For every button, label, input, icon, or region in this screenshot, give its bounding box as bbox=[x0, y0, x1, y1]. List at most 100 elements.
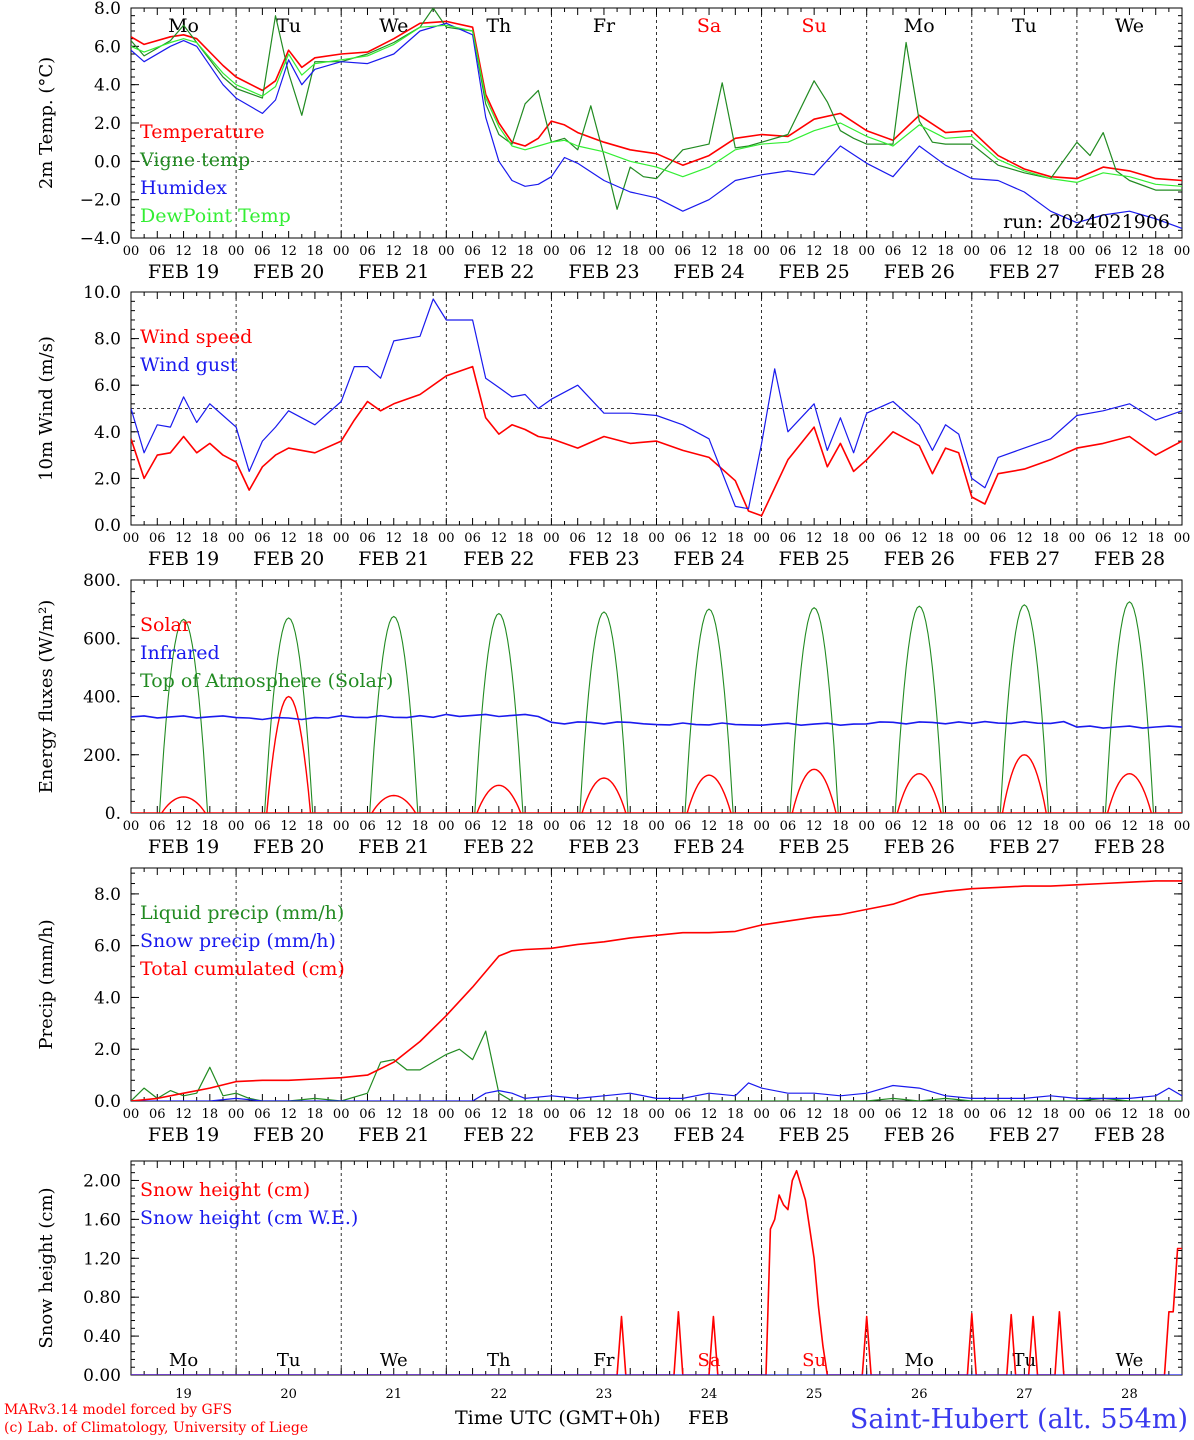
footer-month: FEB bbox=[688, 1407, 729, 1429]
y-axis-label: Snow height (cm) bbox=[36, 1187, 57, 1348]
x-hour-label: 18 bbox=[727, 244, 744, 259]
toa-solar-day bbox=[1104, 601, 1155, 813]
x-hour-label: 18 bbox=[1042, 819, 1059, 834]
x-hour-label: 12 bbox=[911, 1107, 928, 1122]
x-hour-label: 18 bbox=[517, 819, 534, 834]
x-hour-label: 12 bbox=[491, 244, 508, 259]
series-line-1 bbox=[131, 1169, 1182, 1375]
x-hour-label: 06 bbox=[464, 244, 481, 259]
y-tick-label: 800. bbox=[83, 571, 121, 591]
y-axis-label: Energy fluxes (W/m²) bbox=[36, 600, 57, 794]
x-hour-label: 06 bbox=[780, 244, 797, 259]
toa-solar-day bbox=[789, 606, 839, 813]
x-hour-label: 18 bbox=[832, 819, 849, 834]
legend-entry: Wind speed bbox=[140, 326, 252, 348]
toa-solar-day bbox=[684, 608, 734, 813]
y-tick-label: 2.0 bbox=[94, 1040, 121, 1060]
x-hour-label: 12 bbox=[385, 819, 402, 834]
x-hour-label: 18 bbox=[202, 819, 219, 834]
y-tick-label: 2.0 bbox=[94, 114, 121, 134]
x-hour-label: 06 bbox=[990, 244, 1007, 259]
x-hour-label: 18 bbox=[517, 531, 534, 546]
x-hour-label: 00 bbox=[228, 244, 245, 259]
x-hour-label: 00 bbox=[964, 1107, 981, 1122]
x-day-number: 22 bbox=[491, 1387, 508, 1402]
y-tick-label: 4.0 bbox=[94, 988, 121, 1008]
series-line-4 bbox=[131, 24, 1182, 187]
legend-entry: Snow height (cm) bbox=[140, 1179, 310, 1201]
x-hour-label: 06 bbox=[149, 1107, 166, 1122]
x-hour-label: 06 bbox=[464, 531, 481, 546]
y-tick-label: 4.0 bbox=[94, 423, 121, 443]
x-hour-label: 12 bbox=[1016, 531, 1033, 546]
x-hour-label: 12 bbox=[280, 1107, 297, 1122]
y-tick-label: 1.20 bbox=[83, 1249, 121, 1269]
x-hour-label: 18 bbox=[622, 819, 639, 834]
x-hour-label: 18 bbox=[412, 244, 429, 259]
x-hour-label: 18 bbox=[727, 1107, 744, 1122]
day-name-label: Mo bbox=[905, 1350, 934, 1371]
x-hour-label: 00 bbox=[123, 531, 140, 546]
x-hour-label: 12 bbox=[491, 819, 508, 834]
x-hour-label: 00 bbox=[648, 244, 665, 259]
x-hour-label: 18 bbox=[202, 1107, 219, 1122]
run-annotation: run: 2024021906 bbox=[1003, 211, 1170, 233]
x-date-label: FEB 24 bbox=[673, 836, 744, 858]
footer-station: Saint-Hubert (alt. 554m) bbox=[850, 1404, 1188, 1435]
x-hour-label: 18 bbox=[937, 1107, 954, 1122]
x-hour-label: 18 bbox=[727, 819, 744, 834]
x-hour-label: 06 bbox=[990, 819, 1007, 834]
series-line-2 bbox=[131, 298, 1182, 510]
x-hour-label: 12 bbox=[175, 531, 192, 546]
x-hour-label: 12 bbox=[1121, 819, 1138, 834]
x-hour-label: 12 bbox=[175, 244, 192, 259]
x-hour-label: 12 bbox=[701, 531, 718, 546]
x-hour-label: 06 bbox=[254, 244, 271, 259]
x-hour-label: 18 bbox=[1147, 244, 1164, 259]
x-hour-label: 00 bbox=[123, 819, 140, 834]
x-date-label: FEB 28 bbox=[1094, 548, 1165, 570]
x-hour-label: 00 bbox=[1069, 531, 1086, 546]
x-date-label: FEB 19 bbox=[148, 261, 219, 283]
x-hour-label: 12 bbox=[385, 244, 402, 259]
y-axis-label: Precip (mm/h) bbox=[36, 919, 57, 1049]
legend-entry: Top of Atmosphere (Solar) bbox=[140, 670, 393, 692]
solar-day bbox=[266, 695, 312, 813]
solar-day bbox=[896, 772, 942, 813]
x-day-number: 28 bbox=[1121, 1387, 1138, 1402]
day-name-label: Su bbox=[802, 1350, 826, 1371]
x-hour-label: 06 bbox=[569, 819, 586, 834]
x-hour-label: 12 bbox=[280, 244, 297, 259]
x-hour-label: 06 bbox=[1095, 531, 1112, 546]
panel-2: 10.0 8.0 6.0 4.0 2.0 0.0 10m Wind (m/s) 00 06 12 1… bbox=[36, 283, 1190, 570]
x-hour-label: 06 bbox=[780, 819, 797, 834]
y-tick-label: 0.80 bbox=[83, 1288, 121, 1308]
x-hour-label: 18 bbox=[1147, 1107, 1164, 1122]
x-hour-label: 00 bbox=[964, 244, 981, 259]
x-hour-label: 12 bbox=[1121, 1107, 1138, 1122]
x-hour-label: 00 bbox=[1069, 244, 1086, 259]
x-hour-label: 00 bbox=[1174, 819, 1191, 834]
toa-solar-day bbox=[158, 618, 209, 813]
x-date-label: FEB 22 bbox=[463, 836, 534, 858]
x-hour-label: 06 bbox=[464, 819, 481, 834]
x-hour-label: 12 bbox=[385, 1107, 402, 1122]
legend-entry: Solar bbox=[140, 614, 192, 636]
infrared-line bbox=[131, 713, 1182, 729]
series-group bbox=[131, 8, 1182, 229]
y-tick-label: 4.0 bbox=[94, 76, 121, 96]
series-line-3 bbox=[131, 22, 1182, 229]
x-date-label: FEB 24 bbox=[673, 1124, 744, 1146]
legend-entry: Humidex bbox=[140, 177, 227, 199]
x-hour-label: 06 bbox=[675, 819, 692, 834]
legend-entry: Infrared bbox=[140, 642, 220, 664]
x-date-label: FEB 27 bbox=[989, 548, 1060, 570]
series-line-1 bbox=[131, 1030, 1182, 1101]
x-hour-label: 18 bbox=[832, 1107, 849, 1122]
solar-day bbox=[581, 777, 627, 813]
x-hour-label: 00 bbox=[438, 244, 455, 259]
x-hour-label: 00 bbox=[648, 531, 665, 546]
x-day-number: 19 bbox=[175, 1387, 192, 1402]
x-date-label: FEB 20 bbox=[253, 836, 324, 858]
x-hour-label: 06 bbox=[675, 531, 692, 546]
